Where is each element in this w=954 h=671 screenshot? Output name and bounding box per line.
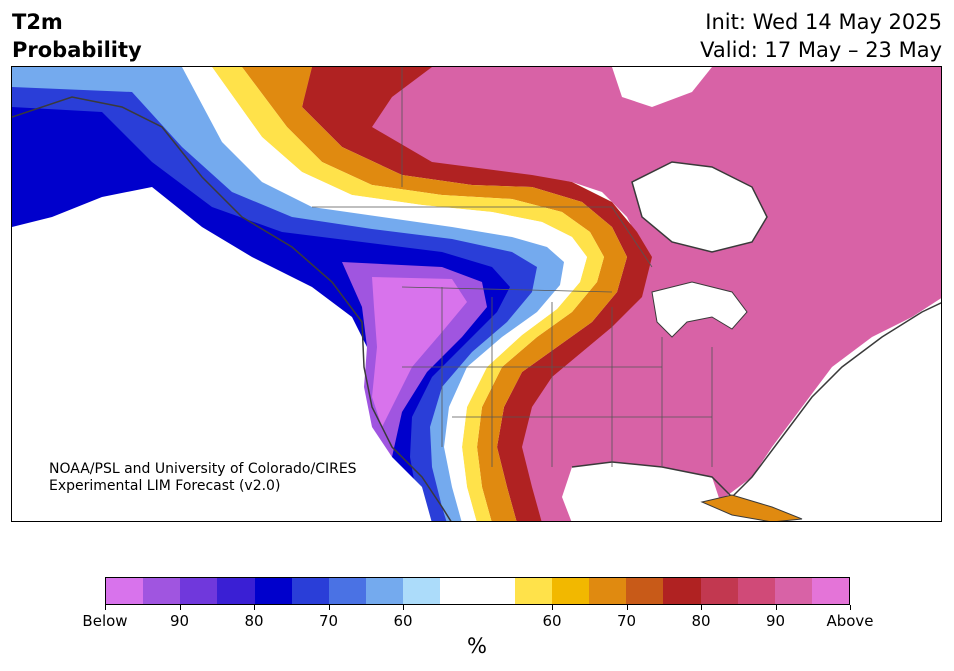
colorbar-segment	[811, 578, 850, 604]
colorbar-tick-label: 60	[542, 612, 562, 630]
borders	[312, 67, 713, 467]
pacific-ocean	[12, 187, 432, 521]
warm-orange-band	[242, 67, 627, 521]
warm-region	[242, 67, 941, 521]
colorbar-tick	[850, 605, 851, 610]
colorbar-segment	[366, 578, 404, 604]
hudson-bay	[632, 162, 767, 252]
colorbar-segment	[106, 578, 144, 604]
colorbar-tick-label: 80	[244, 612, 264, 630]
warm-yellow-band	[212, 67, 604, 521]
colorbar-segment	[440, 578, 478, 604]
colorbar-tick-label: 90	[169, 612, 190, 630]
colorbar-tick	[552, 605, 553, 610]
chart-title: T2m Probability	[12, 8, 142, 64]
map-svg	[12, 67, 941, 521]
coastline	[12, 96, 941, 521]
title-kind: Probability	[12, 38, 142, 62]
neutral-band	[182, 67, 587, 521]
colorbar-tick	[105, 605, 106, 610]
colorbar-tick	[701, 605, 702, 610]
colorbar-tick-label: Below	[82, 612, 128, 630]
probability-map	[11, 66, 942, 522]
colorbar-segment	[774, 578, 812, 604]
atlantic-ocean	[694, 298, 941, 521]
credit-text: NOAA/PSL and University of Colorado/CIRE…	[49, 461, 357, 495]
colorbar-segment	[626, 578, 664, 604]
colorbar-tick	[328, 605, 330, 610]
colorbar-segment	[143, 578, 181, 604]
colorbar-segment	[328, 578, 367, 604]
colorbar-segment	[291, 578, 329, 604]
gulf-of-mexico	[562, 462, 722, 521]
date-block: Init: Wed 14 May 2025 Valid: 17 May – 23…	[700, 8, 942, 64]
colorbar-segment	[589, 578, 627, 604]
colorbar-segment	[254, 578, 292, 604]
colorbar-tick-label: 60	[393, 612, 413, 630]
colorbar-tick	[626, 605, 628, 610]
colorbar	[105, 577, 850, 605]
credit-line-1: NOAA/PSL and University of Colorado/CIRE…	[49, 461, 357, 477]
colorbar-tick	[254, 605, 255, 610]
title-variable: T2m	[12, 10, 63, 34]
arctic-water	[612, 67, 712, 107]
warm-red-band	[302, 67, 652, 521]
colorbar-segment	[180, 578, 218, 604]
colorbar-tick-label: 80	[691, 612, 711, 630]
colorbar-segment	[737, 578, 775, 604]
colorbar-segment	[217, 578, 255, 604]
colorbar-segment	[663, 578, 701, 604]
colorbar-tick-label: 90	[765, 612, 786, 630]
colorbar-tick	[403, 605, 404, 610]
cuba	[700, 494, 803, 521]
colorbar-segment	[551, 578, 590, 604]
colorbar-tick-label: Above	[826, 612, 874, 630]
valid-range: Valid: 17 May – 23 May	[700, 38, 942, 62]
colorbar-segment	[403, 578, 441, 604]
colorbar-tick	[179, 605, 181, 610]
colorbar-tick-label: 70	[318, 612, 339, 630]
colorbar-segment	[477, 578, 515, 604]
colorbar-segment	[514, 578, 552, 604]
init-date: Init: Wed 14 May 2025	[705, 10, 942, 34]
colorbar-tick-label: 70	[616, 612, 637, 630]
colorbar-unit: %	[467, 634, 487, 658]
colorbar-tick	[775, 605, 777, 610]
cold-violet-interior	[372, 277, 467, 427]
credit-line-2: Experimental LIM Forecast (v2.0)	[49, 478, 281, 494]
colorbar-segment	[700, 578, 738, 604]
great-lakes	[651, 281, 748, 338]
